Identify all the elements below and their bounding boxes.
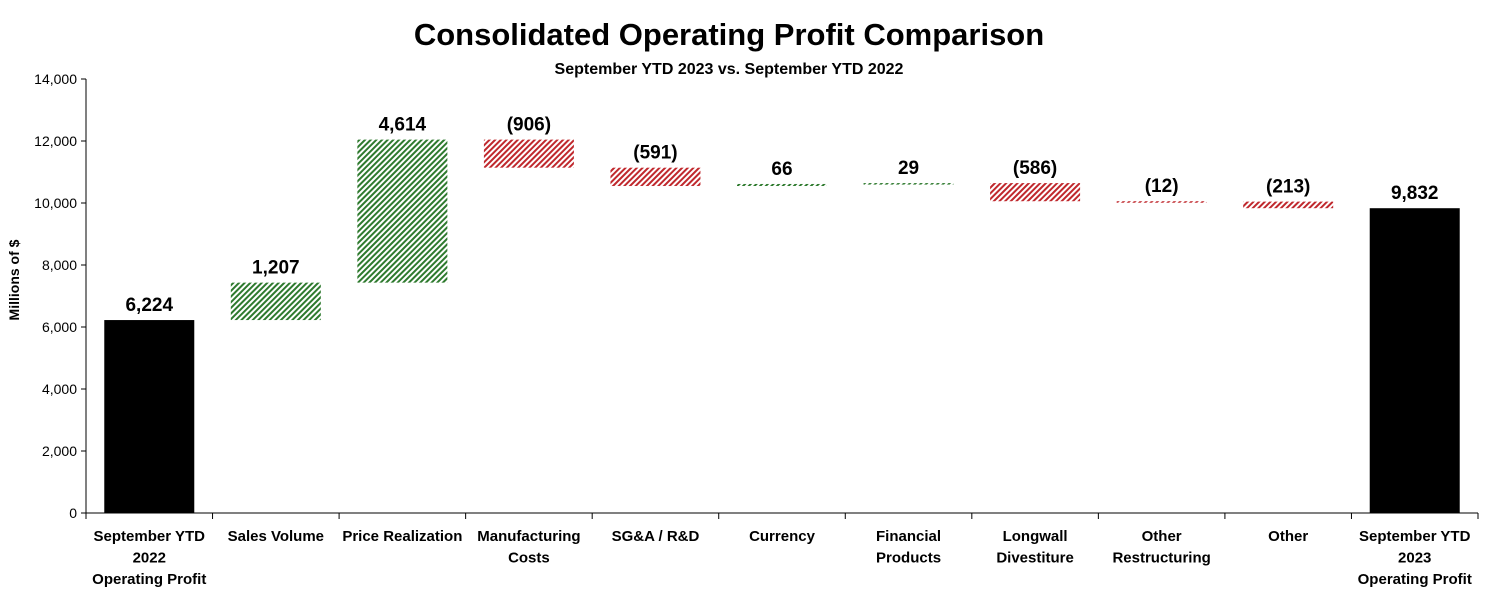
data-label: (12) <box>1145 176 1179 197</box>
bar-3 <box>483 139 574 168</box>
data-label: 4,614 <box>379 115 427 136</box>
category-label: Financial <box>876 528 941 545</box>
category-label: Divestiture <box>996 550 1074 567</box>
y-tick-label: 10,000 <box>34 195 77 211</box>
bar-0 <box>104 320 195 513</box>
category-label: Other <box>1142 528 1182 545</box>
y-tick-label: 2,000 <box>42 443 77 459</box>
category-label: Products <box>876 550 941 567</box>
chart-subtitle: September YTD 2023 vs. September YTD 202… <box>555 61 904 78</box>
y-tick-label: 6,000 <box>42 319 77 335</box>
data-label: 9,832 <box>1391 183 1439 204</box>
y-axis-label: Millions of $ <box>6 239 22 320</box>
y-tick-label: 4,000 <box>42 381 77 397</box>
category-label: Longwall <box>1003 528 1068 545</box>
category-label: Currency <box>749 528 816 545</box>
bar-2 <box>357 139 448 283</box>
bar-8 <box>1116 201 1207 203</box>
category-label: Restructuring <box>1112 550 1210 567</box>
bar-10 <box>1369 208 1460 513</box>
category-label: SG&A / R&D <box>612 528 700 545</box>
category-label: Manufacturing <box>477 528 580 545</box>
bar-9 <box>1243 201 1334 209</box>
bar-6 <box>863 183 954 185</box>
y-tick-label: 14,000 <box>34 71 77 87</box>
category-label: Costs <box>508 550 550 567</box>
y-tick-label: 8,000 <box>42 257 77 273</box>
bar-4 <box>610 167 701 187</box>
y-tick-label: 12,000 <box>34 133 77 149</box>
category-label: 2022 <box>133 550 166 567</box>
category-label: Operating Profit <box>1358 571 1472 588</box>
category-label: September YTD <box>94 528 206 545</box>
data-label: 29 <box>898 158 919 179</box>
data-label: 1,207 <box>252 258 300 279</box>
chart-title: Consolidated Operating Profit Comparison <box>414 17 1044 52</box>
category-label: Price Realization <box>342 528 462 545</box>
bar-1 <box>230 282 321 321</box>
category-label: Sales Volume <box>228 528 324 545</box>
category-label: September YTD <box>1359 528 1471 545</box>
data-label: (586) <box>1013 158 1057 179</box>
y-tick-label: 0 <box>69 505 77 521</box>
data-label: (213) <box>1266 177 1310 198</box>
data-label: (591) <box>633 143 677 164</box>
category-label: Other <box>1268 528 1308 545</box>
bar-5 <box>737 183 827 187</box>
data-label: (906) <box>507 115 551 136</box>
category-label: Operating Profit <box>92 571 206 588</box>
data-label: 6,224 <box>125 295 173 316</box>
data-label: 66 <box>771 159 792 180</box>
category-label: 2023 <box>1398 550 1431 567</box>
bar-7 <box>990 183 1081 202</box>
